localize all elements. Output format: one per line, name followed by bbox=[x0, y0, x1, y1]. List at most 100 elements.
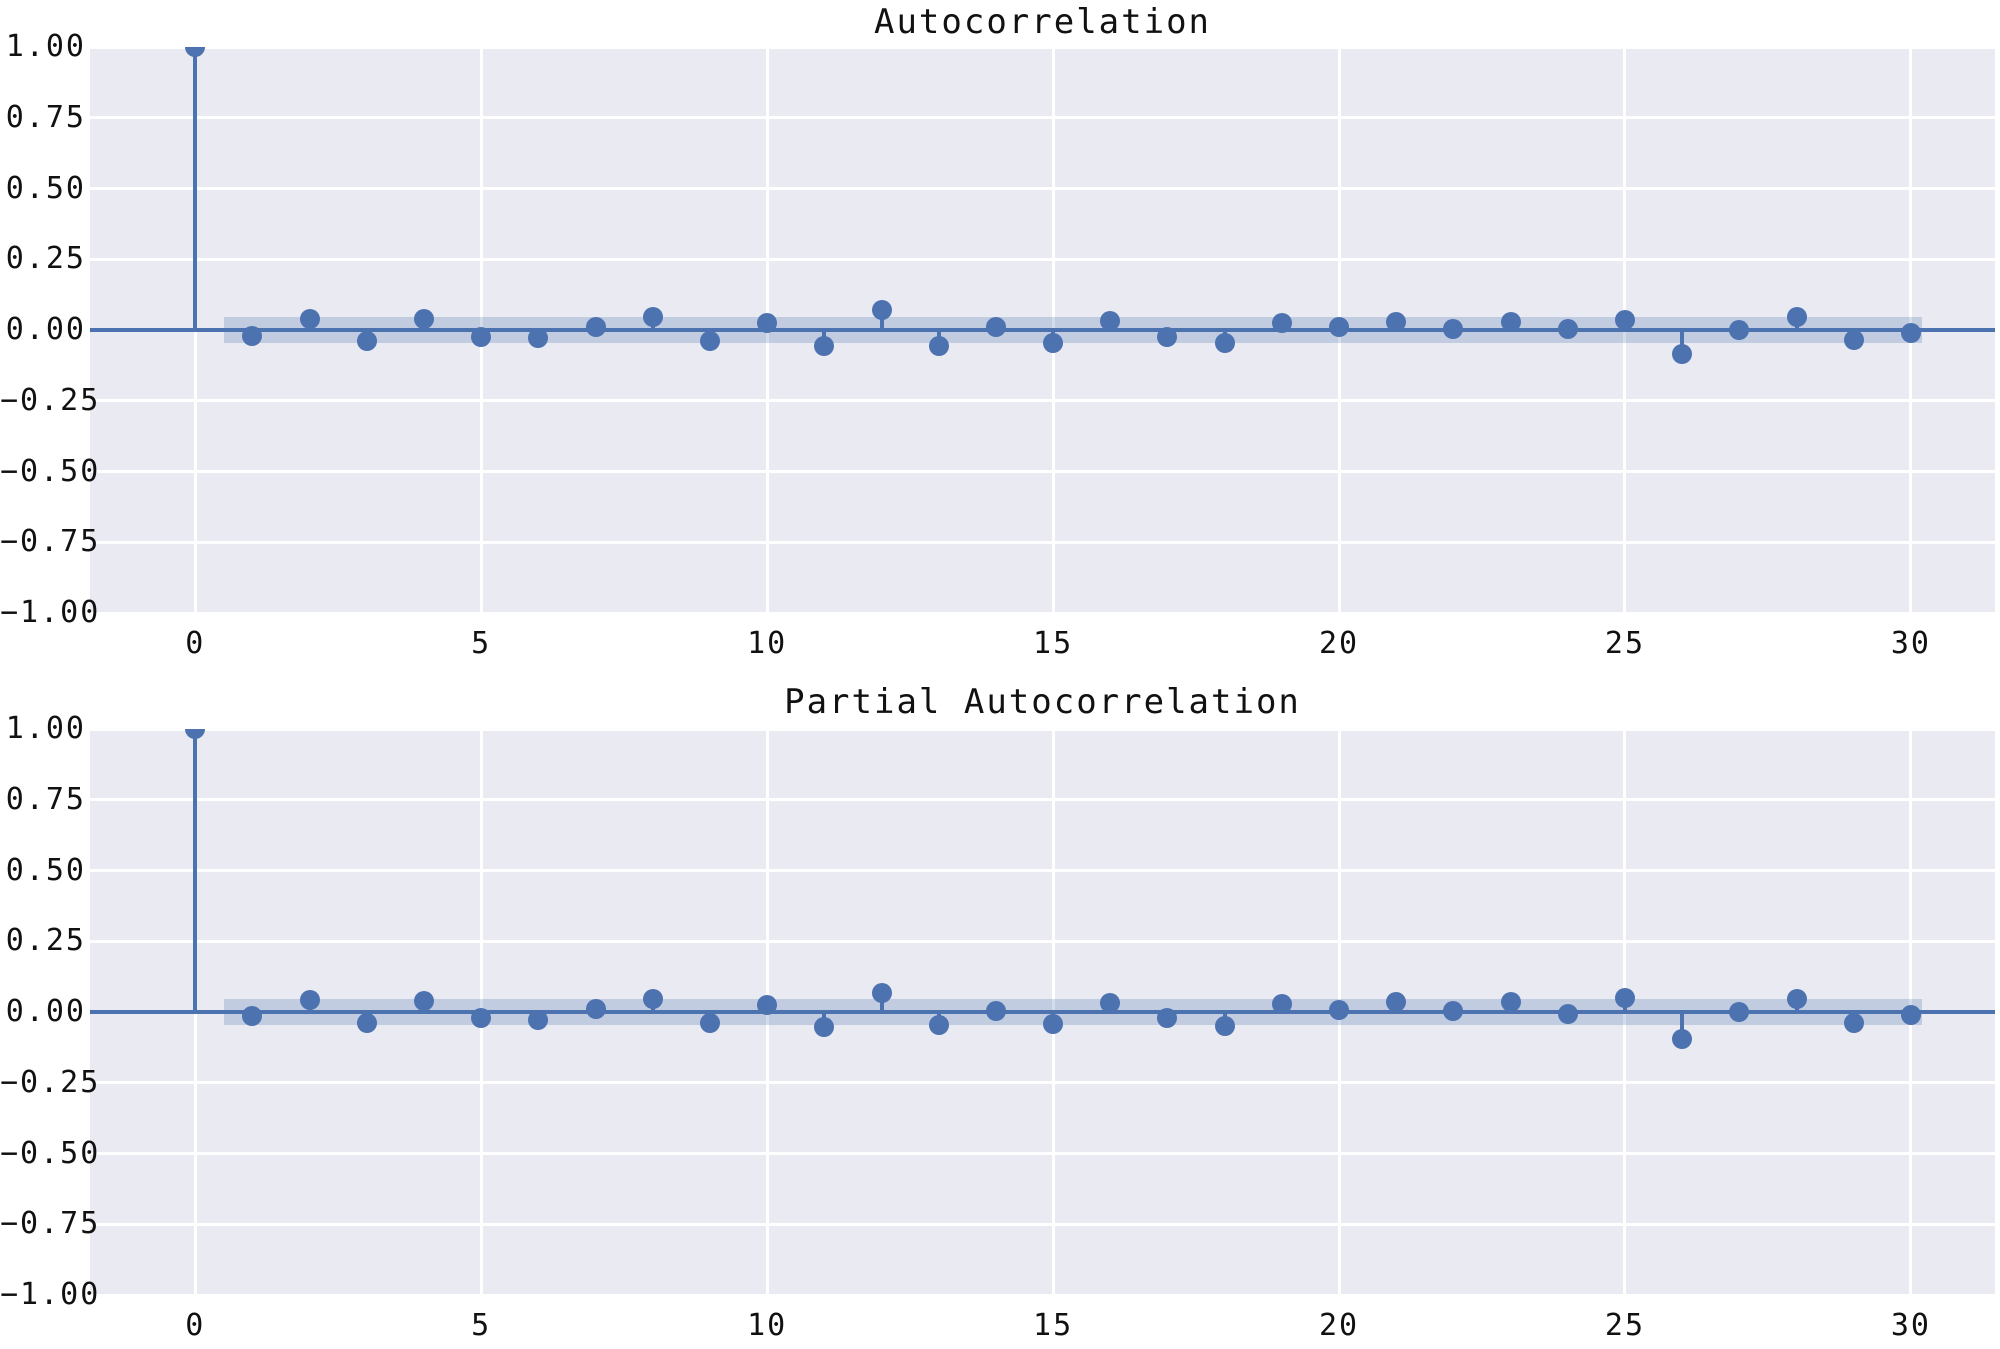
marker-lag-12 bbox=[871, 300, 892, 321]
stem-lag-18 bbox=[1222, 1012, 1227, 1026]
stem-lag-19 bbox=[1279, 1003, 1284, 1012]
marker-lag-27 bbox=[1729, 320, 1750, 340]
marker-lag-10 bbox=[757, 995, 778, 1016]
x-tick-label: 30 bbox=[1890, 1308, 1931, 1343]
y-tick-label: −0.25 bbox=[0, 382, 101, 418]
stem-lag-29 bbox=[1851, 330, 1856, 340]
y-tick-label: 0.50 bbox=[5, 170, 86, 206]
y-tick-label: 0.25 bbox=[5, 241, 86, 277]
stem-lag-22 bbox=[1451, 328, 1456, 330]
marker-lag-7 bbox=[585, 317, 606, 338]
marker-lag-13 bbox=[928, 335, 949, 356]
marker-lag-21 bbox=[1386, 311, 1407, 332]
y-gridline bbox=[90, 611, 1995, 613]
marker-lag-11 bbox=[814, 335, 835, 356]
pacf-plot-area bbox=[90, 729, 1995, 1295]
x-gridline bbox=[1337, 729, 1341, 1295]
x-gridline bbox=[479, 47, 483, 613]
marker-lag-27 bbox=[1729, 1002, 1750, 1022]
stem-lag-7 bbox=[593, 1008, 598, 1012]
y-gridline bbox=[90, 939, 1995, 943]
y-gridline bbox=[90, 257, 1995, 261]
stem-lag-23 bbox=[1508, 322, 1513, 330]
stem-lag-11 bbox=[822, 1012, 827, 1027]
x-gridline bbox=[1623, 47, 1627, 613]
stem-lag-5 bbox=[479, 330, 484, 338]
stem-lag-16 bbox=[1108, 320, 1113, 330]
x-tick-label: 30 bbox=[1890, 626, 1931, 661]
marker-lag-25 bbox=[1614, 310, 1635, 331]
x-tick-label: 15 bbox=[1033, 1308, 1074, 1343]
y-tick-label: −0.50 bbox=[0, 453, 101, 489]
stem-lag-2 bbox=[307, 1000, 312, 1012]
stem-lag-15 bbox=[1051, 330, 1056, 343]
marker-lag-8 bbox=[642, 989, 663, 1010]
marker-lag-17 bbox=[1157, 1007, 1178, 1028]
x-tick-label: 20 bbox=[1318, 1308, 1360, 1343]
stem-lag-9 bbox=[707, 1012, 712, 1024]
stem-lag-4 bbox=[421, 1000, 426, 1012]
stem-lag-3 bbox=[364, 330, 369, 342]
marker-lag-5 bbox=[471, 327, 492, 348]
y-tick-label: −0.25 bbox=[0, 1064, 101, 1100]
marker-lag-21 bbox=[1386, 991, 1407, 1012]
y-gridline bbox=[90, 1010, 1995, 1014]
stem-lag-3 bbox=[364, 1012, 369, 1024]
x-tick-label: 25 bbox=[1604, 626, 1646, 661]
marker-lag-29 bbox=[1843, 1012, 1864, 1033]
marker-lag-13 bbox=[928, 1014, 949, 1035]
marker-lag-18 bbox=[1214, 332, 1235, 353]
marker-lag-28 bbox=[1786, 307, 1807, 328]
confidence-band bbox=[223, 999, 1923, 1025]
x-tick-label: 10 bbox=[747, 626, 788, 661]
x-tick-label: 10 bbox=[747, 1308, 788, 1343]
marker-lag-6 bbox=[528, 328, 549, 349]
pacf-chart-title: Partial Autocorrelation bbox=[784, 682, 1301, 722]
confidence-band bbox=[223, 317, 1923, 343]
marker-lag-24 bbox=[1557, 318, 1578, 339]
marker-lag-4 bbox=[413, 990, 434, 1011]
stem-lag-10 bbox=[765, 322, 770, 330]
zero-line bbox=[90, 1010, 1995, 1014]
stem-lag-5 bbox=[479, 1012, 484, 1019]
stem-lag-21 bbox=[1394, 321, 1399, 330]
marker-lag-0 bbox=[185, 47, 206, 57]
marker-lag-22 bbox=[1443, 1000, 1464, 1021]
x-gridline bbox=[1051, 47, 1055, 613]
marker-lag-9 bbox=[699, 331, 720, 352]
marker-lag-30 bbox=[1900, 323, 1921, 344]
marker-lag-11 bbox=[814, 1016, 835, 1037]
zero-line bbox=[90, 328, 1995, 332]
x-tick-label: 15 bbox=[1033, 626, 1074, 661]
marker-lag-19 bbox=[1271, 993, 1292, 1014]
y-tick-label: 0.00 bbox=[5, 993, 86, 1029]
stem-lag-25 bbox=[1622, 320, 1627, 330]
marker-lag-8 bbox=[642, 307, 663, 328]
y-gridline bbox=[90, 1222, 1995, 1226]
stem-lag-0 bbox=[193, 729, 198, 1012]
x-tick-label: 0 bbox=[185, 626, 206, 661]
marker-lag-12 bbox=[871, 982, 892, 1003]
marker-lag-23 bbox=[1500, 312, 1521, 333]
y-gridline bbox=[90, 798, 1995, 802]
stem-lag-23 bbox=[1508, 1001, 1513, 1012]
stem-lag-17 bbox=[1165, 330, 1170, 338]
x-gridline bbox=[1337, 47, 1341, 613]
stem-lag-13 bbox=[936, 330, 941, 346]
acf-plot-area bbox=[90, 47, 1995, 613]
y-tick-label: −0.75 bbox=[0, 524, 101, 560]
marker-lag-18 bbox=[1214, 1015, 1235, 1036]
x-tick-label: 5 bbox=[471, 1308, 492, 1343]
stem-lag-22 bbox=[1451, 1010, 1456, 1012]
stem-lag-1 bbox=[250, 1012, 255, 1017]
stem-lag-21 bbox=[1394, 1001, 1399, 1012]
marker-lag-16 bbox=[1100, 310, 1121, 331]
marker-lag-7 bbox=[585, 998, 606, 1019]
stem-lag-14 bbox=[993, 326, 998, 330]
y-tick-label: −0.75 bbox=[0, 1206, 101, 1242]
marker-lag-2 bbox=[299, 990, 320, 1011]
marker-lag-5 bbox=[471, 1008, 492, 1029]
stem-lag-26 bbox=[1680, 330, 1685, 355]
